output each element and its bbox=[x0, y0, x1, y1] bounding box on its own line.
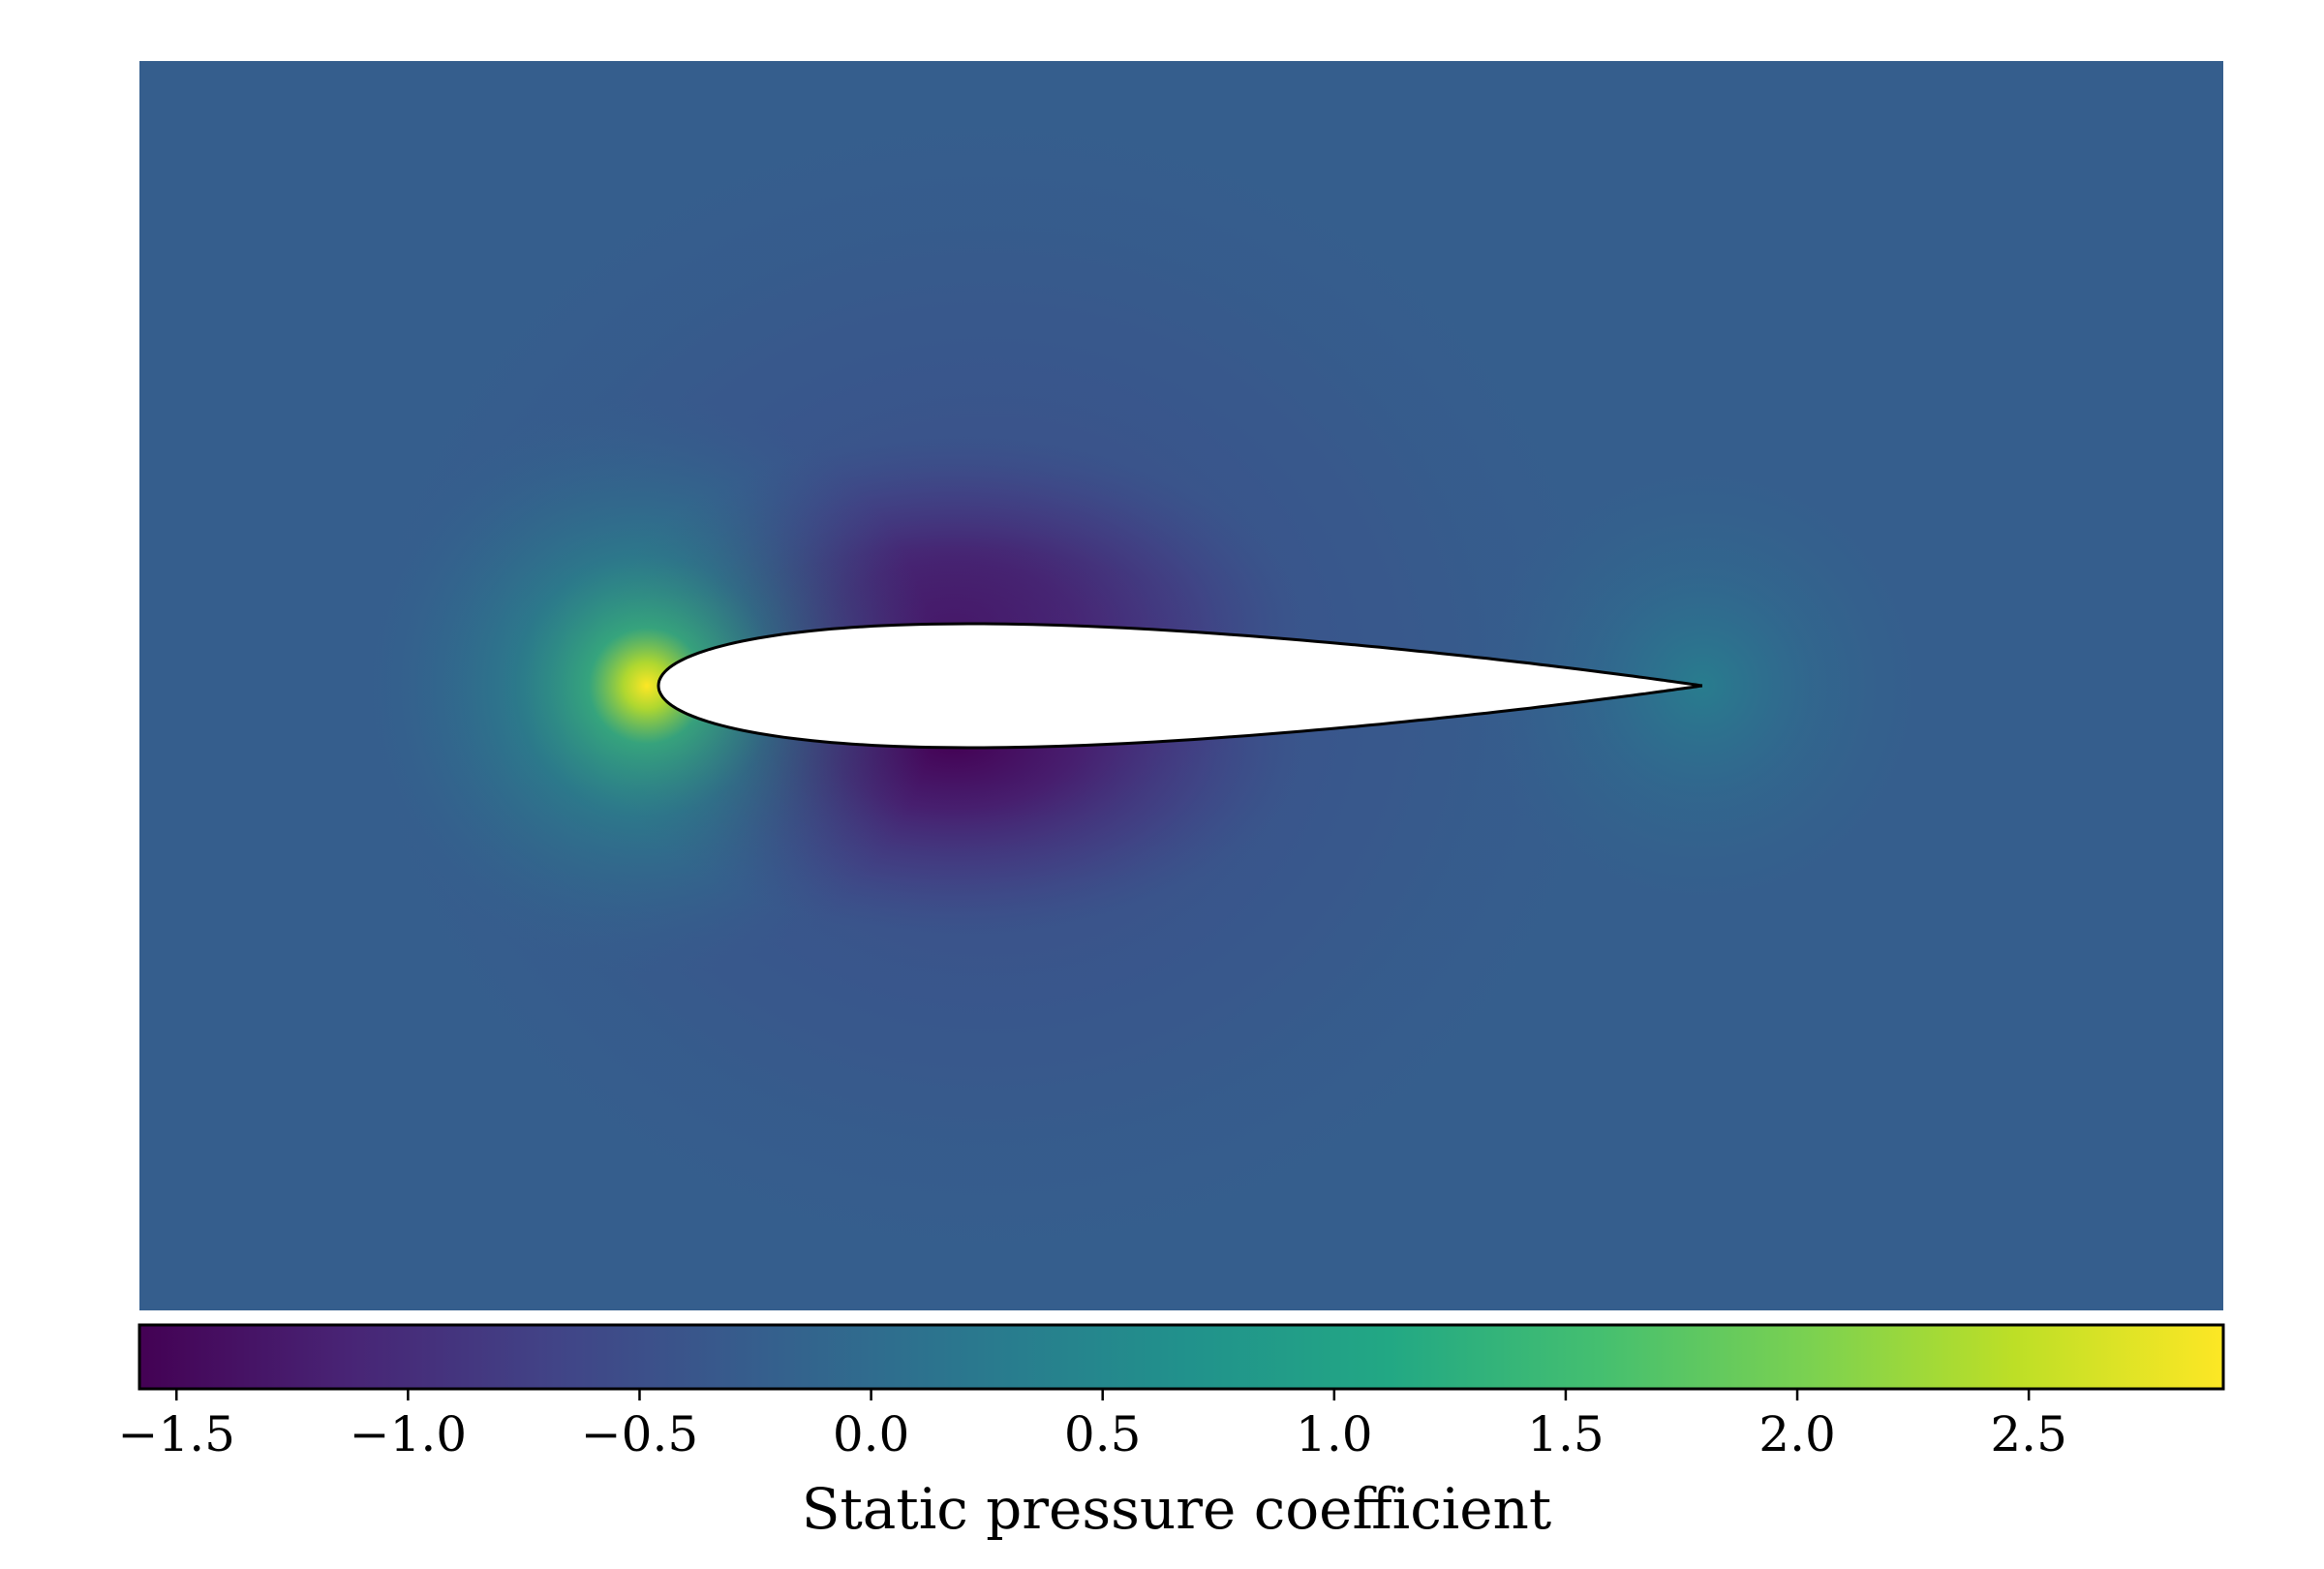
colorbar-tick-label: −0.5 bbox=[581, 1406, 698, 1462]
colorbar-tick-label: 0.5 bbox=[1064, 1406, 1142, 1462]
colorbar-tick-label: 1.0 bbox=[1296, 1406, 1373, 1462]
colorbar: −1.5 −1.0 −0.5 0.0 0.5 1.0 1.5 2.0 2.5 Static pr… bbox=[118, 1323, 2225, 1542]
colorbar-tick-label: −1.0 bbox=[350, 1406, 467, 1462]
colorbar-ticks: −1.5 −1.0 −0.5 0.0 0.5 1.0 1.5 2.0 2.5 bbox=[118, 1389, 2067, 1462]
pressure-field-plot bbox=[139, 61, 2223, 1310]
colorbar-tick-label: 2.0 bbox=[1758, 1406, 1836, 1462]
colorbar-gradient bbox=[138, 1323, 2225, 1391]
colorbar-tick-label: 2.5 bbox=[1990, 1406, 2067, 1462]
colorbar-tick-label: 0.0 bbox=[833, 1406, 910, 1462]
colorbar-tick-label: −1.5 bbox=[118, 1406, 235, 1462]
airfoil-outline bbox=[657, 622, 1703, 750]
colorbar-label: Static pressure coefficient bbox=[802, 1476, 1551, 1542]
stagnation-region bbox=[356, 395, 937, 976]
colorbar-tick-label: 1.5 bbox=[1527, 1406, 1605, 1462]
